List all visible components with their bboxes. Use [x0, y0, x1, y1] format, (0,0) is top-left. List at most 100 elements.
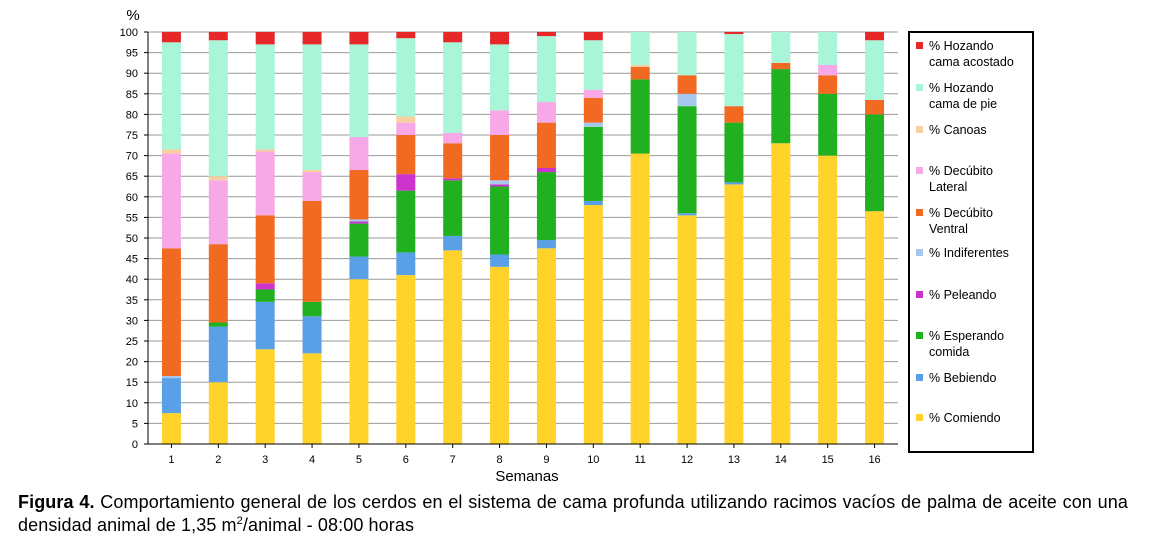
- bar-segment: [302, 44, 322, 171]
- y-tick-label: 70: [126, 151, 138, 163]
- caption-superscript: 2: [236, 515, 243, 527]
- bar-segment: [536, 240, 556, 249]
- bar-segment: [161, 413, 181, 444]
- bar-segment: [443, 132, 463, 144]
- bar-segment: [583, 40, 603, 90]
- bar-segment: [302, 200, 322, 302]
- legend-box: [908, 31, 1034, 453]
- bar-segment: [771, 32, 791, 63]
- legend-label: comida: [929, 345, 969, 359]
- axes: 0510152025303540455055606570758085909510…: [120, 27, 898, 466]
- bar-segment: [490, 44, 510, 111]
- bar-segment: [536, 122, 556, 168]
- y-tick-label: 45: [126, 254, 138, 266]
- bar-segment: [490, 32, 510, 45]
- x-tick-label: 2: [215, 454, 221, 466]
- bar-segment: [161, 153, 181, 249]
- bar-segment: [302, 170, 322, 173]
- y-tick-label: 75: [126, 130, 138, 142]
- legend-label: Lateral: [929, 180, 967, 194]
- legend-label: % Hozando: [929, 39, 994, 53]
- x-tick-label: 8: [497, 454, 503, 466]
- bar-segment: [818, 75, 838, 94]
- y-tick-label: 0: [132, 439, 138, 451]
- legend-label: % Esperando: [929, 329, 1004, 343]
- bar-segment: [536, 32, 556, 37]
- y-tick-label: 5: [132, 418, 138, 430]
- bar-segment: [490, 180, 510, 185]
- bar-segment: [490, 186, 510, 255]
- bar-segment: [490, 184, 510, 187]
- bar-segment: [396, 174, 416, 191]
- y-tick-label: 60: [126, 192, 138, 204]
- legend-swatch: [916, 414, 923, 421]
- legend-label: % Bebiendo: [929, 371, 996, 385]
- y-tick-label: 50: [126, 233, 138, 245]
- caption-text: Comportamiento general de los cerdos en …: [18, 492, 1128, 535]
- bar-segment: [630, 79, 650, 154]
- legend-swatch: [916, 291, 923, 298]
- bar-segment: [208, 322, 228, 327]
- bar-segment: [161, 376, 181, 379]
- bar-segment: [818, 93, 838, 156]
- bar-segment: [677, 93, 697, 107]
- legend-swatch: [916, 42, 923, 49]
- bar-segment: [443, 250, 463, 444]
- bar-segment: [396, 275, 416, 444]
- bar-segment: [396, 135, 416, 175]
- bar-segment: [536, 102, 556, 123]
- bar-segment: [536, 167, 556, 173]
- bar-segment: [255, 32, 275, 45]
- bar-segment: [349, 223, 369, 257]
- x-tick-label: 12: [681, 454, 693, 466]
- legend-label: cama acostado: [929, 55, 1014, 69]
- y-tick-label: 85: [126, 89, 138, 101]
- caption-label: Figura 4.: [18, 492, 95, 512]
- bar-segment: [443, 180, 463, 236]
- x-axis-title: Semanas: [495, 468, 558, 485]
- bar-segment: [818, 32, 838, 65]
- bar-segment: [724, 184, 744, 444]
- bar-segment: [443, 32, 463, 43]
- bar-segment: [536, 36, 556, 103]
- y-tick-label: 35: [126, 295, 138, 307]
- bar-segment: [865, 211, 885, 444]
- bar-segment: [396, 122, 416, 135]
- bar-segment: [255, 149, 275, 152]
- bar-segment: [490, 135, 510, 181]
- legend-label: % Decúbito: [929, 164, 993, 178]
- bar-segment: [677, 213, 697, 216]
- bar-segment: [724, 182, 744, 185]
- bar-segment: [443, 143, 463, 179]
- bar-segment: [208, 326, 228, 383]
- bar-segment: [208, 40, 228, 177]
- y-tick-label: 55: [126, 212, 138, 224]
- bar-segment: [161, 32, 181, 43]
- legend-swatch: [916, 249, 923, 256]
- bar-segment: [396, 38, 416, 117]
- legend-label: % Decúbito: [929, 206, 993, 220]
- bar-segment: [630, 153, 650, 445]
- x-tick-label: 4: [309, 454, 315, 466]
- bar-segment: [536, 172, 556, 241]
- x-tick-label: 5: [356, 454, 362, 466]
- y-tick-label: 65: [126, 171, 138, 183]
- bar-segment: [302, 316, 322, 354]
- bar-segment: [583, 89, 603, 98]
- figure-caption: Figura 4. Comportamiento general de los …: [18, 491, 1128, 537]
- y-tick-label: 10: [126, 398, 138, 410]
- bar-segment: [161, 248, 181, 377]
- bar-segment: [302, 353, 322, 444]
- bar-segment: [583, 32, 603, 41]
- bar-segment: [255, 289, 275, 302]
- bar-segment: [349, 44, 369, 138]
- x-tick-label: 11: [634, 454, 645, 466]
- legend-label: Ventral: [929, 222, 968, 236]
- bar-segment: [396, 190, 416, 253]
- bar-segment: [161, 42, 181, 150]
- bar-segment: [255, 301, 275, 350]
- bar-segment: [349, 170, 369, 220]
- legend-label: % Peleando: [929, 288, 996, 302]
- bar-segment: [818, 64, 838, 76]
